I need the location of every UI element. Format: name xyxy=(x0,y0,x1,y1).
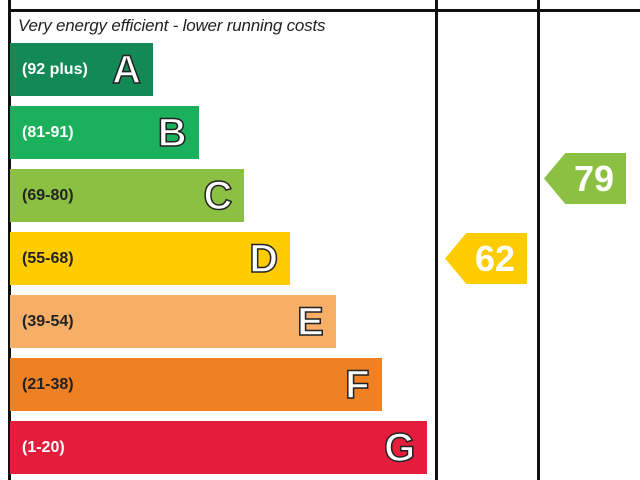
column-divider-current xyxy=(435,0,438,480)
band-bar-e: (39-54) E xyxy=(10,295,336,348)
band-letter: F xyxy=(344,362,370,407)
border-top xyxy=(8,9,640,12)
column-divider-potential xyxy=(537,0,540,480)
band-bar-a: (92 plus) A xyxy=(10,43,153,96)
band-range: (92 plus) xyxy=(22,60,88,78)
band-range: (55-68) xyxy=(22,249,74,267)
band-bar-g: (1-20) G xyxy=(10,421,428,474)
band-range: (1-20) xyxy=(22,438,65,456)
band-letter: A xyxy=(111,47,141,92)
chart-caption: Very energy efficient - lower running co… xyxy=(18,16,326,35)
band-letter: D xyxy=(248,236,279,281)
band-bar-f: (21-38) F xyxy=(10,358,382,411)
band-range: (21-38) xyxy=(22,375,74,393)
band-range: (81-91) xyxy=(22,123,74,141)
potential-rating-arrow: 79 xyxy=(544,153,626,204)
border-left xyxy=(8,0,11,480)
band-letter: C xyxy=(203,173,233,218)
current-rating-value: 62 xyxy=(474,237,515,279)
band-bar-d: (55-68) D xyxy=(10,232,291,285)
band-bar-b: (81-91) B xyxy=(10,106,199,159)
band-range: (39-54) xyxy=(22,312,74,330)
current-rating-arrow: 62 xyxy=(445,233,527,284)
band-letter: E xyxy=(296,299,324,344)
band-bar-c: (69-80) C xyxy=(10,169,245,222)
potential-rating-value: 79 xyxy=(573,157,614,199)
band-range: (69-80) xyxy=(22,186,74,204)
band-letter: G xyxy=(383,425,416,470)
band-letter: B xyxy=(157,110,187,155)
